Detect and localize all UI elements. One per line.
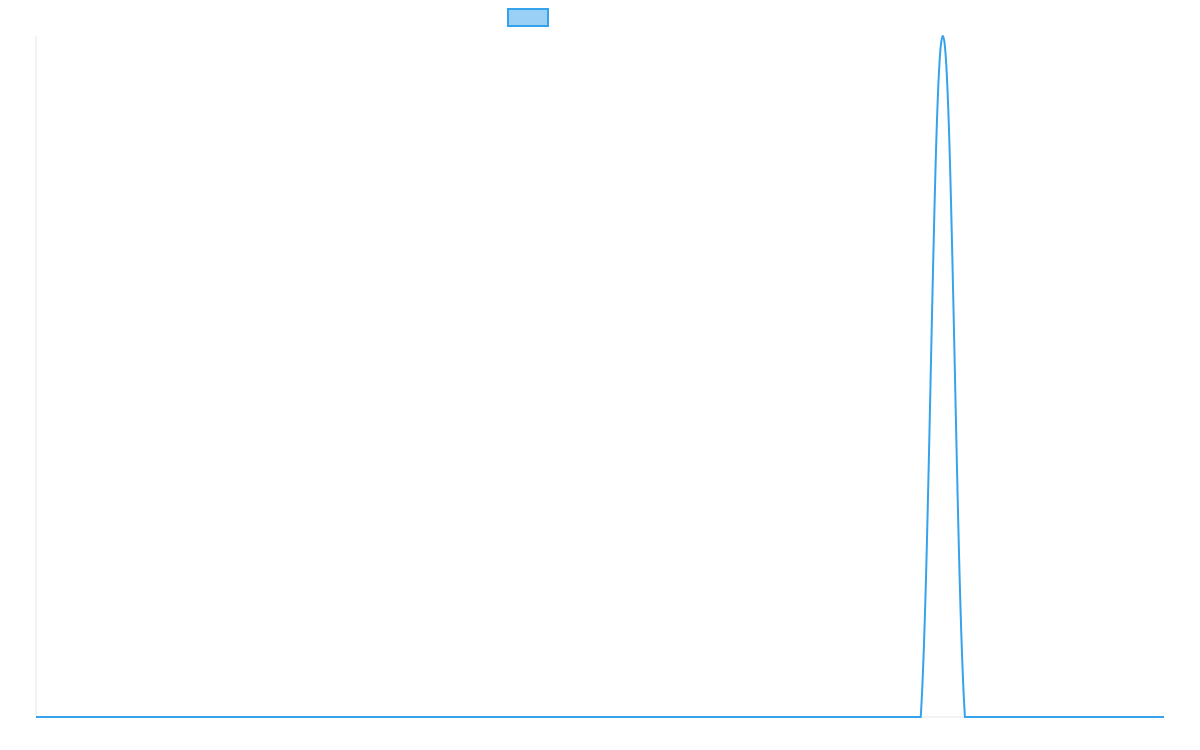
legend[interactable] (507, 8, 549, 27)
legend-swatch[interactable] (507, 8, 549, 27)
series-layer (35, 34, 1164, 719)
series-line (35, 34, 1164, 719)
axes (35, 36, 1164, 718)
